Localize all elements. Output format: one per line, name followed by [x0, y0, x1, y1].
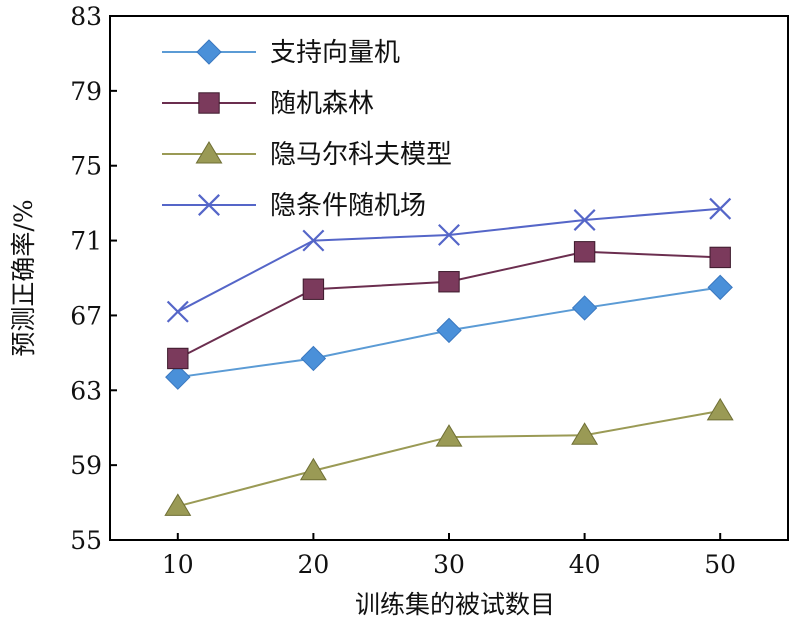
data-point: [167, 347, 189, 370]
series-line: [177, 207, 721, 313]
series-2: [167, 241, 731, 370]
legend-marker: [198, 92, 220, 114]
data-point: [302, 229, 325, 252]
x-tick-label: 50: [704, 550, 736, 579]
y-tick-label: 67: [70, 301, 102, 330]
x-tick-label: 40: [569, 550, 601, 579]
data-point: [709, 246, 731, 269]
y-tick-label: 75: [70, 152, 102, 181]
y-tick-label: 59: [70, 451, 102, 480]
data-point: [438, 223, 460, 246]
legend-marker: [196, 39, 222, 65]
series-4: [166, 197, 732, 323]
data-point: [300, 345, 327, 372]
legend-label: 隐条件随机场: [270, 191, 426, 221]
legend-marker: [195, 141, 223, 164]
x-tick-label: 20: [297, 550, 329, 579]
data-point: [706, 397, 734, 421]
legend-label: 随机森林: [270, 89, 374, 119]
y-axis-label: 预测正确率/%: [9, 199, 38, 356]
x-axis-label: 训练集的被试数目: [355, 590, 555, 619]
legend-item: 支持向量机: [162, 38, 400, 68]
data-point: [165, 364, 191, 390]
data-point: [573, 209, 596, 231]
legend-item: 随机森林: [162, 89, 374, 119]
y-tick-label: 71: [70, 227, 102, 256]
y-tick-label: 55: [70, 526, 102, 555]
legend-item: 隐马尔科夫模型: [162, 140, 452, 170]
x-tick-label: 30: [433, 550, 465, 579]
legend-marker: [198, 194, 220, 216]
y-tick-label: 79: [70, 77, 102, 106]
data-point: [438, 271, 460, 293]
y-tick-label: 83: [70, 2, 102, 31]
y-tick-label: 63: [70, 376, 102, 405]
data-point: [571, 422, 599, 445]
data-point: [166, 300, 189, 323]
data-point: [707, 274, 733, 301]
data-point: [164, 493, 192, 516]
series-3: [164, 397, 734, 516]
axes: 55 59 63 67 71 75 79 83 10 20 30 40 50: [70, 2, 789, 579]
series-1: [165, 274, 733, 390]
legend-label: 隐马尔科夫模型: [270, 140, 452, 170]
series-layer: [164, 197, 734, 516]
x-tick-label: 10: [162, 550, 194, 579]
legend-label: 支持向量机: [270, 38, 400, 68]
data-point: [299, 457, 327, 481]
data-point: [435, 424, 463, 447]
data-point: [571, 295, 598, 321]
data-point: [573, 241, 596, 263]
data-point: [302, 278, 325, 300]
data-point: [436, 317, 462, 344]
data-point: [709, 197, 732, 220]
legend-item: 隐条件随机场: [162, 191, 426, 221]
